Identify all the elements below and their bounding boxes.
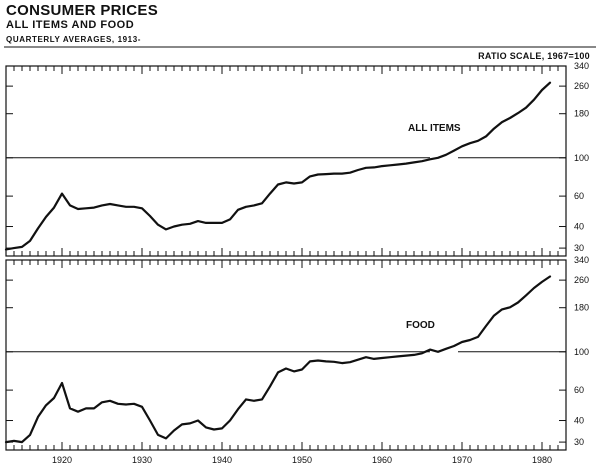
- y-tick-label: 180: [574, 109, 589, 119]
- y-tick-label: 30: [574, 437, 584, 447]
- y-tick-label: 340: [574, 255, 589, 265]
- series-label: FOOD: [406, 320, 435, 331]
- x-tick-label: 1940: [212, 455, 232, 465]
- x-tick-label: 1920: [52, 455, 72, 465]
- y-tick-label: 40: [574, 222, 584, 232]
- y-tick-label: 340: [574, 61, 589, 71]
- chart-note: QUARTERLY AVERAGES, 1913-: [6, 35, 142, 44]
- chart-panel-food: 340 260 180 100 60 40 30 FOOD 1920 1930 1940 1950 19…: [4, 255, 589, 465]
- y-tick-label: 260: [574, 275, 589, 285]
- y-tick-label: 180: [574, 303, 589, 313]
- x-tick-label: 1970: [452, 455, 472, 465]
- x-tick-label: 1930: [132, 455, 152, 465]
- y-tick-label: 100: [574, 347, 589, 357]
- y-tick-label: 60: [574, 385, 584, 395]
- y-tick-label: 30: [574, 243, 584, 253]
- chart-panel-all-items: 340 260 180 100 60 40 30 ALL ITEMS: [4, 61, 589, 257]
- plot-frame: [5, 259, 567, 451]
- y-tick-label: 60: [574, 191, 584, 201]
- x-tick-label: 1950: [292, 455, 312, 465]
- y-tick-label: 40: [574, 416, 584, 426]
- series-label: ALL ITEMS: [408, 123, 461, 134]
- series-line-food: [4, 275, 552, 444]
- x-tick-label: 1980: [532, 455, 552, 465]
- plot-frame: [5, 65, 567, 257]
- series-line-all-items: [4, 81, 552, 251]
- chart-title: CONSUMER PRICES: [6, 2, 159, 19]
- chart-subtitle: ALL ITEMS AND FOOD: [6, 19, 135, 31]
- scale-note: RATIO SCALE, 1967=100: [478, 51, 590, 61]
- x-tick-label: 1960: [372, 455, 392, 465]
- y-tick-label: 260: [574, 81, 589, 91]
- y-tick-label: 100: [574, 153, 589, 163]
